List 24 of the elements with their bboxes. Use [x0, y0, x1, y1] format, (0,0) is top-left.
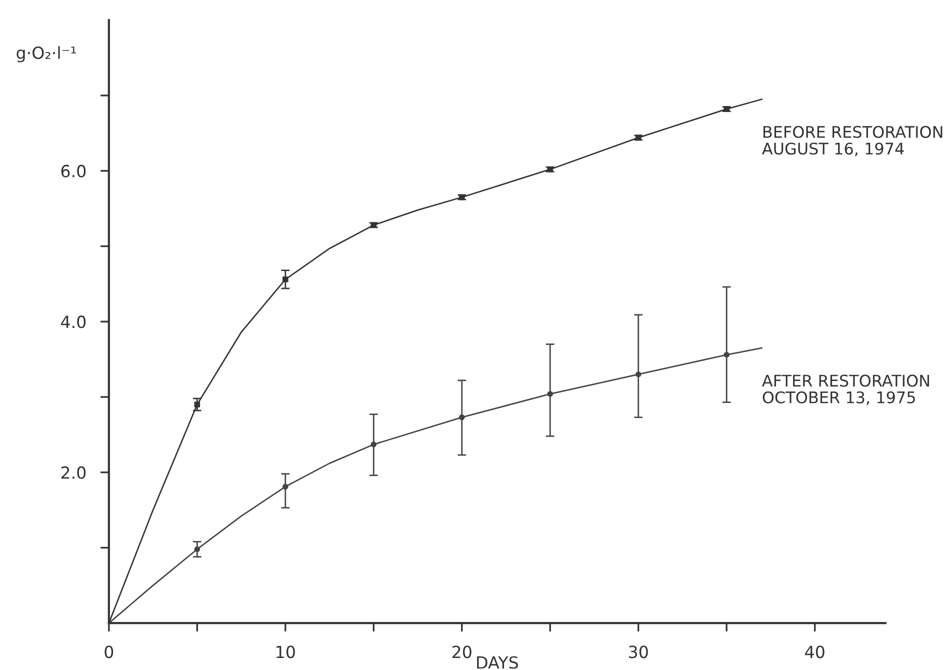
point: [370, 442, 377, 448]
x-tick-label: 40: [805, 646, 824, 658]
y-axis-title: g·O₂·l⁻¹: [16, 46, 76, 62]
y-tick-label: 6.0: [61, 164, 86, 178]
point: [282, 276, 288, 282]
point: [635, 371, 642, 378]
line-series: [108, 347, 763, 624]
point: [194, 546, 200, 552]
point: [547, 391, 554, 397]
x-tick-label: 10: [276, 646, 295, 658]
point: [194, 402, 200, 408]
y-tick-label: 4.0: [60, 316, 86, 328]
y-tick-label: 2.0: [61, 466, 86, 479]
point: [458, 414, 465, 420]
point: [724, 352, 730, 358]
point: [282, 484, 288, 490]
x-tick-label: 0: [104, 646, 114, 658]
point: [458, 194, 465, 200]
x-tick-label: 20: [452, 646, 472, 658]
series-label: BEFORE RESTORATION AUGUST 16, 1974: [762, 126, 942, 156]
x-axis-title: DAYS: [477, 656, 518, 669]
series-label: AFTER RESTORATION OCTOBER 13, 1975: [762, 374, 929, 406]
x-tick-label: 30: [629, 646, 648, 658]
point: [635, 134, 642, 141]
